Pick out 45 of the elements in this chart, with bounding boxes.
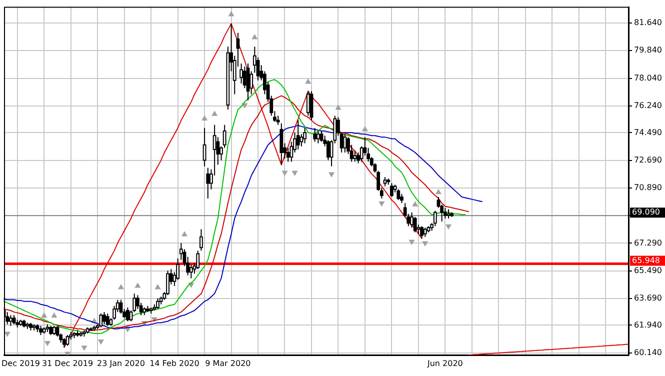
point bbox=[378, 201, 385, 207]
point bbox=[362, 126, 368, 132]
point bbox=[282, 170, 288, 176]
point bbox=[228, 10, 234, 16]
y-tick-label: 60.140 bbox=[634, 348, 662, 357]
y-tick-label: 63.690 bbox=[634, 293, 662, 302]
y-tick-label: 61.940 bbox=[634, 320, 662, 330]
point bbox=[118, 284, 124, 290]
point bbox=[408, 240, 415, 245]
point bbox=[252, 34, 258, 40]
point bbox=[51, 312, 58, 318]
y-tick-label: 81.640 bbox=[634, 18, 662, 28]
x-tick-label: Jun 2020 bbox=[426, 358, 463, 368]
ref-line-label: 65.948 bbox=[632, 256, 660, 265]
point bbox=[41, 312, 48, 318]
point bbox=[305, 78, 312, 84]
y-tick-label: 74.490 bbox=[634, 128, 662, 137]
y-tick-label: 65.490 bbox=[634, 266, 662, 275]
x-tick-label: Dec 2019 bbox=[2, 358, 40, 368]
point bbox=[445, 224, 452, 230]
point bbox=[202, 115, 208, 121]
point bbox=[181, 231, 188, 236]
point bbox=[435, 188, 442, 194]
y-tick-label: 70.890 bbox=[634, 183, 662, 192]
x-tick-label: 9 Mar 2020 bbox=[205, 358, 251, 368]
y-tick-label: 67.290 bbox=[634, 238, 662, 248]
point bbox=[292, 170, 298, 176]
point bbox=[44, 340, 50, 346]
point bbox=[134, 282, 141, 288]
y-tick-label: 72.690 bbox=[634, 155, 662, 164]
ref-line-label: 69.090 bbox=[632, 208, 660, 217]
x-tick-label: 14 Feb 2020 bbox=[150, 358, 200, 368]
point bbox=[81, 346, 88, 351]
point bbox=[422, 241, 428, 247]
point bbox=[335, 104, 342, 110]
point bbox=[154, 284, 161, 290]
y-tick-label: 76.240 bbox=[634, 100, 662, 110]
x-tick-label: 31 Dec 2019 bbox=[42, 358, 94, 368]
y-tick-label: 78.040 bbox=[634, 73, 662, 82]
point bbox=[212, 110, 218, 116]
y-tick-label: 79.840 bbox=[634, 46, 662, 55]
point bbox=[412, 201, 418, 206]
point bbox=[328, 172, 335, 178]
point bbox=[98, 339, 104, 345]
x-tick-label: 23 Jan 2020 bbox=[96, 358, 145, 368]
